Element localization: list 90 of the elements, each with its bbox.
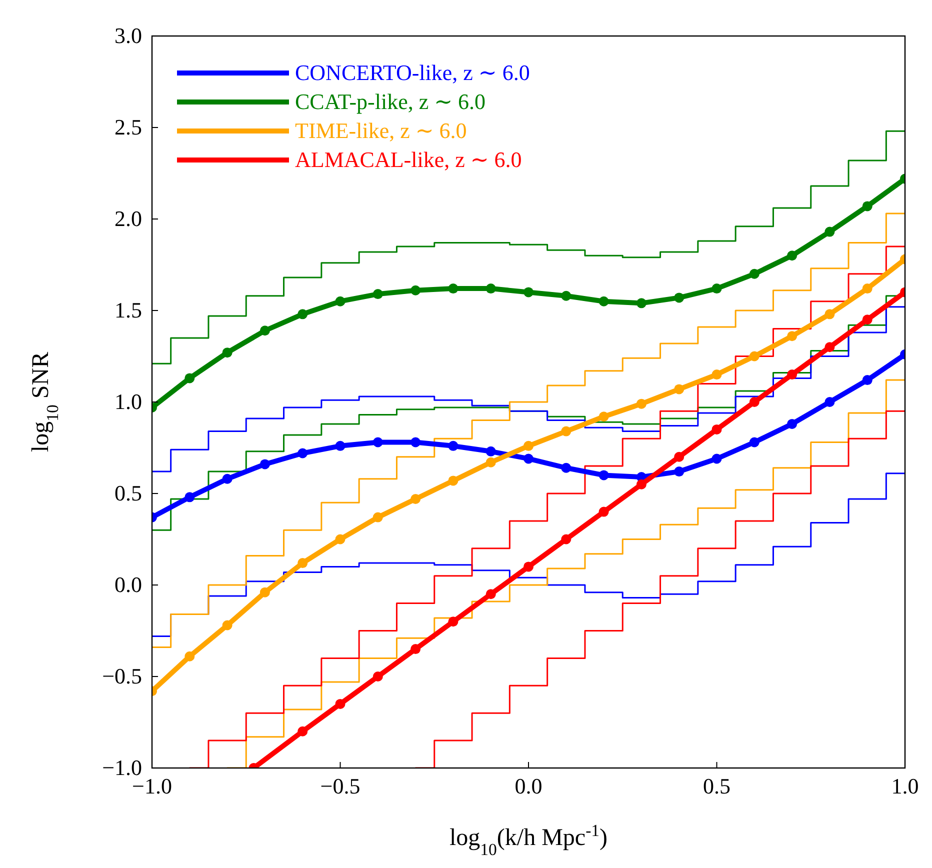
y-tick-label: 1.5 bbox=[114, 298, 142, 323]
point bbox=[787, 250, 798, 261]
point bbox=[712, 454, 722, 464]
point bbox=[524, 440, 534, 451]
y-tick-label: 3.0 bbox=[114, 23, 142, 48]
point bbox=[712, 424, 722, 434]
point bbox=[335, 296, 346, 306]
point bbox=[824, 397, 835, 407]
text: ALMACAL-like, z ∼ 6.0 bbox=[295, 147, 522, 172]
point bbox=[598, 470, 609, 480]
x-tick-label: 0.0 bbox=[514, 774, 542, 799]
text: CCAT-p-like, z ∼ 6.0 bbox=[295, 89, 486, 114]
point bbox=[486, 457, 496, 468]
point bbox=[561, 462, 572, 473]
y-tick-label: 0.5 bbox=[114, 480, 142, 506]
point bbox=[372, 289, 383, 300]
point bbox=[598, 506, 609, 517]
point bbox=[335, 440, 346, 451]
point bbox=[862, 284, 872, 294]
point bbox=[674, 384, 684, 394]
point bbox=[749, 397, 760, 407]
point bbox=[674, 292, 684, 303]
point bbox=[862, 375, 872, 386]
point bbox=[222, 620, 232, 630]
point bbox=[824, 309, 835, 320]
point bbox=[410, 494, 421, 504]
point bbox=[260, 459, 270, 470]
x-tick-label: 0.5 bbox=[703, 774, 730, 799]
text: TIME-like, z ∼ 6.0 bbox=[295, 118, 467, 143]
point bbox=[410, 437, 421, 448]
point bbox=[674, 466, 684, 477]
point bbox=[298, 726, 308, 736]
y-tick-label: −0.5 bbox=[102, 664, 142, 689]
x-tick-label: 1.0 bbox=[891, 774, 919, 799]
y-tick-label: 2.5 bbox=[114, 114, 142, 140]
point bbox=[260, 587, 270, 598]
text: CONCERTO-like, z ∼ 6.0 bbox=[295, 60, 530, 85]
point bbox=[561, 426, 572, 436]
point bbox=[524, 287, 534, 298]
point bbox=[712, 370, 722, 380]
point bbox=[410, 644, 421, 654]
point bbox=[712, 284, 722, 294]
point bbox=[824, 342, 835, 352]
point bbox=[598, 296, 609, 306]
point bbox=[486, 284, 496, 294]
point bbox=[184, 492, 195, 502]
point bbox=[298, 448, 308, 458]
point bbox=[749, 268, 760, 279]
y-tick-label: 2.0 bbox=[114, 206, 142, 232]
point bbox=[448, 284, 458, 294]
point bbox=[184, 651, 195, 662]
point bbox=[486, 446, 496, 456]
point bbox=[824, 226, 835, 237]
point bbox=[749, 437, 760, 448]
point bbox=[372, 437, 383, 448]
point bbox=[524, 562, 534, 572]
point bbox=[372, 672, 383, 682]
point bbox=[636, 298, 646, 308]
x-axis-title: log$_{10}$(k/h Mpc$^{-1}$) bbox=[449, 820, 608, 858]
point bbox=[222, 474, 232, 484]
point bbox=[410, 285, 421, 296]
point bbox=[636, 398, 646, 409]
y-tick-label: −1.0 bbox=[102, 755, 142, 780]
point bbox=[372, 512, 383, 522]
point bbox=[448, 440, 458, 451]
point bbox=[598, 412, 609, 422]
y-tick-label: 1.0 bbox=[114, 389, 142, 414]
point bbox=[749, 351, 760, 362]
point bbox=[298, 558, 308, 568]
point bbox=[787, 418, 798, 429]
y-tick-label: 0.0 bbox=[114, 572, 142, 598]
point bbox=[486, 589, 496, 600]
point bbox=[184, 373, 195, 384]
point bbox=[260, 326, 270, 336]
point bbox=[335, 698, 346, 709]
point bbox=[787, 331, 798, 342]
point bbox=[335, 534, 346, 544]
point bbox=[448, 616, 458, 627]
point bbox=[222, 348, 232, 358]
point bbox=[862, 314, 872, 325]
point bbox=[787, 370, 798, 380]
point bbox=[561, 534, 572, 544]
point bbox=[561, 290, 572, 301]
point bbox=[674, 452, 684, 462]
point bbox=[448, 476, 458, 486]
point bbox=[524, 454, 534, 464]
point bbox=[636, 479, 646, 490]
point bbox=[298, 309, 308, 320]
point bbox=[862, 201, 872, 212]
x-tick-label: −0.5 bbox=[320, 774, 360, 799]
